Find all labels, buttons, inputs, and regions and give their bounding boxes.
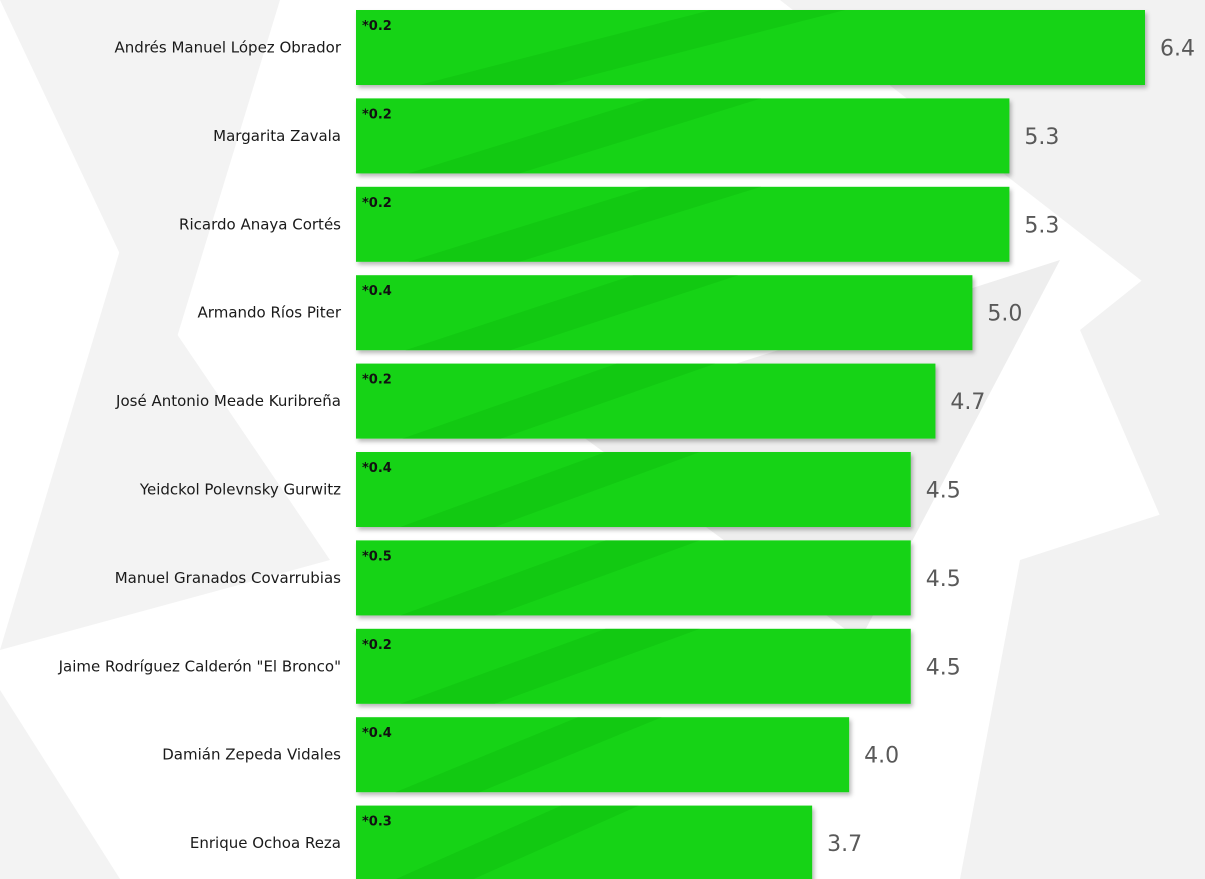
bar-shading [408, 98, 762, 174]
error-margin-label: *0.2 [362, 373, 392, 388]
category-label: Andrés Manuel López Obrador [115, 39, 342, 57]
category-label: Manuel Granados Covarrubias [115, 569, 341, 587]
error-margin-label: *0.3 [362, 815, 392, 830]
value-label: 5.3 [1024, 213, 1059, 238]
value-label: 4.5 [926, 567, 961, 592]
error-margin-label: *0.2 [362, 638, 392, 653]
value-label: 5.3 [1024, 125, 1059, 150]
bar-shading [395, 717, 662, 793]
value-label: 4.0 [864, 744, 899, 769]
category-label: José Antonio Meade Kuribreña [115, 392, 341, 410]
bar-shading [400, 452, 700, 527]
bar-shading [402, 363, 716, 439]
error-margin-label: *0.2 [362, 19, 392, 34]
bar-shading [405, 275, 739, 351]
error-margin-label: *0.2 [362, 196, 392, 211]
category-label: Armando Ríos Piter [198, 304, 342, 322]
bar [356, 98, 1010, 174]
category-label: Damián Zepeda Vidales [162, 746, 341, 764]
bar [356, 452, 911, 527]
error-margin-label: *0.5 [362, 549, 392, 564]
value-label: 4.7 [950, 390, 985, 415]
value-label: 4.5 [926, 655, 961, 680]
value-label: 3.7 [827, 832, 862, 857]
category-label: Margarita Zavala [213, 127, 341, 145]
category-label: Yeidckol Polevnsky Gurwitz [139, 481, 341, 499]
value-label: 6.4 [1160, 37, 1195, 62]
value-label: 5.0 [987, 302, 1022, 327]
error-margin-label: *0.2 [362, 107, 392, 122]
bar [356, 275, 973, 351]
bar [356, 10, 1145, 85]
bar-shading [408, 186, 762, 262]
category-label: Jaime Rodríguez Calderón "El Bronco" [58, 657, 341, 675]
error-margin-label: *0.4 [362, 461, 392, 476]
bar [356, 186, 1010, 262]
value-label: 4.5 [926, 479, 961, 504]
bar-shading [419, 10, 846, 85]
bar [356, 363, 936, 439]
bar-shading [400, 628, 700, 704]
error-margin-label: *0.4 [362, 726, 392, 741]
bar-series: Andrés Manuel López Obrador *0.2 6.4 Margar… [58, 10, 1195, 879]
bar [356, 540, 911, 616]
bar-shading [396, 805, 639, 879]
bar-shading [400, 540, 700, 616]
bar [356, 628, 911, 704]
category-label: Ricardo Anaya Cortés [179, 215, 341, 233]
error-margin-label: *0.4 [362, 284, 392, 299]
bar [356, 717, 850, 793]
bar [356, 805, 813, 879]
category-label: Enrique Ochoa Reza [190, 834, 341, 852]
